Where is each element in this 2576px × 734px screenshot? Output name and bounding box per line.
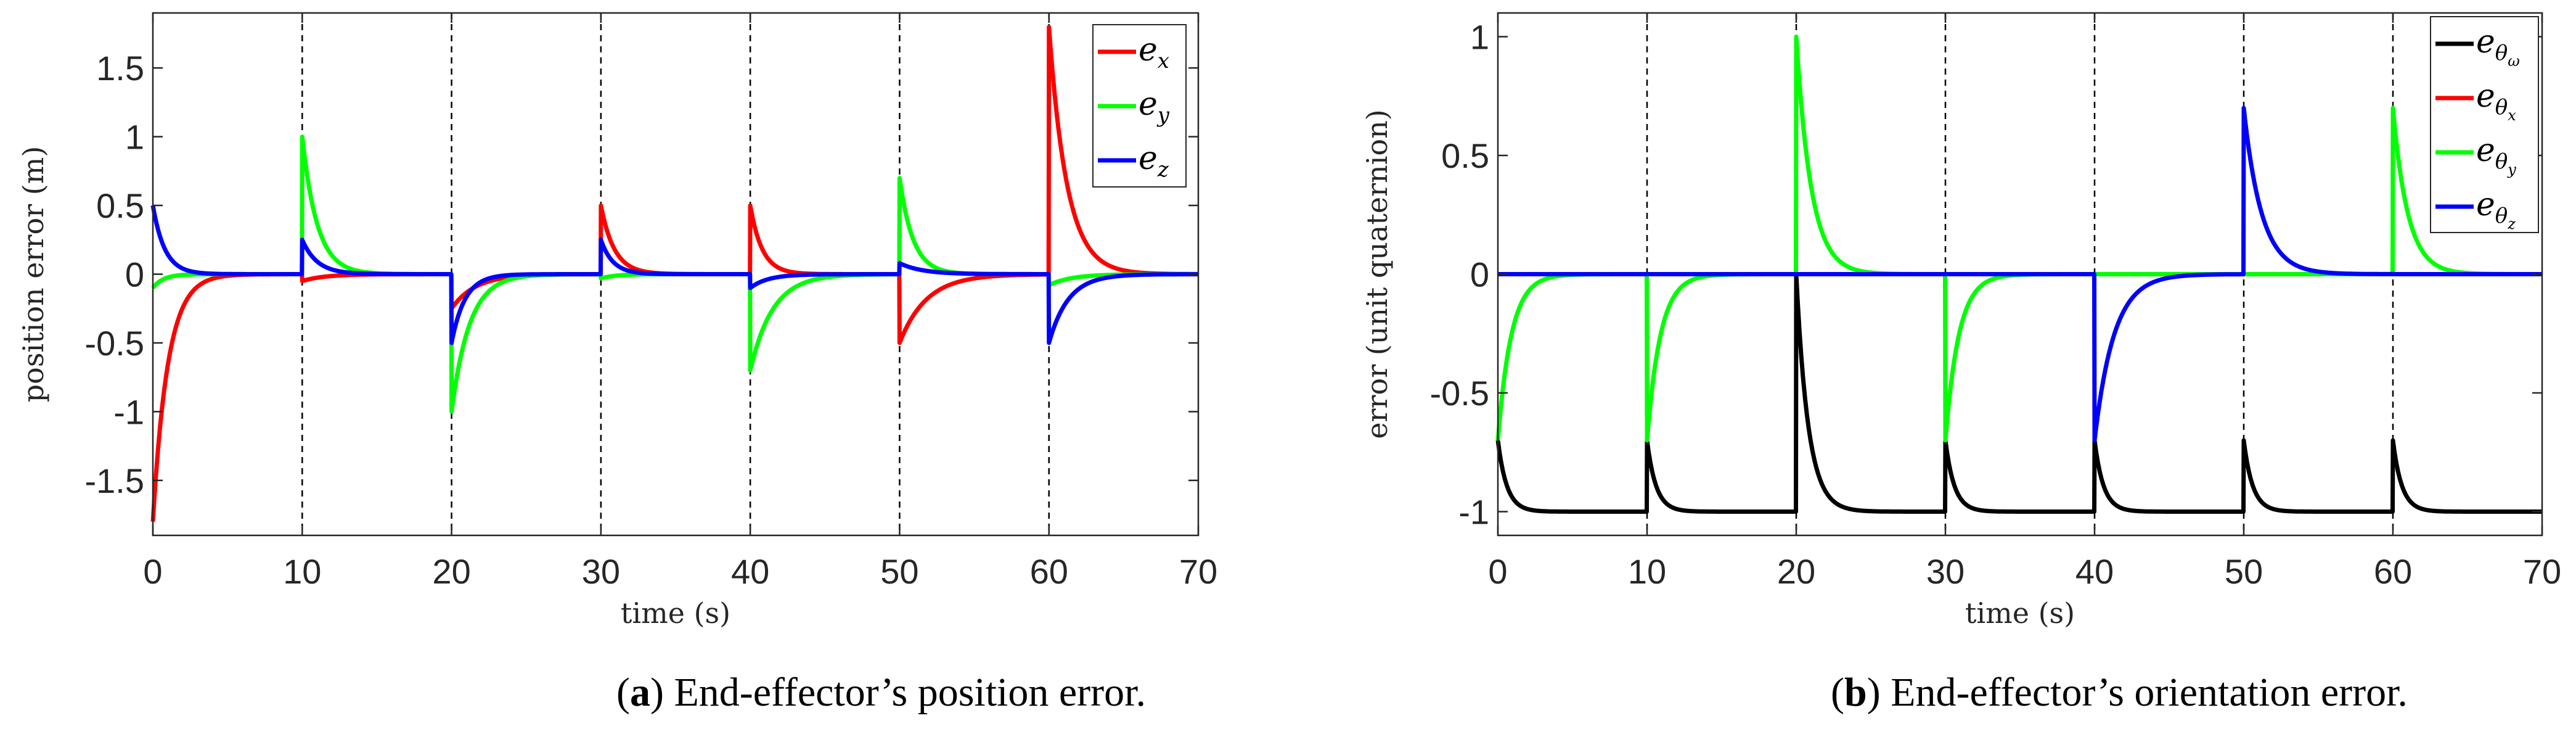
caption-a-text: End-effector’s position error. [663,670,1146,715]
legend-label-main: e [1139,31,1158,68]
caption-b-text: End-effector’s orientation error. [1880,670,2408,715]
legend-label-sub: θ [2495,204,2508,228]
y-axis-label: position error (m) [17,146,50,403]
legend-label-sub: y [1156,103,1170,128]
caption-b: (b) End-effector’s orientation error. [1831,670,2408,715]
legend-item: eθy [2435,132,2516,178]
x-tick-label: 40 [731,552,769,591]
y-tick-label: -0.5 [85,324,145,363]
legend-box [2430,16,2539,233]
legend-label: ez [1139,140,1169,182]
x-tick-label: 30 [582,552,620,591]
legend-label-sub: θ [2495,95,2508,120]
x-axis-label: time (s) [1965,596,2075,630]
legend-item: ey [1098,86,1170,128]
legend-item: ez [1098,140,1169,182]
legend-label-sub: θ [2495,149,2508,174]
legend-label-sub: z [1157,157,1169,182]
y-tick-label: 0.5 [1441,136,1489,175]
x-tick-label: 0 [1488,552,1507,591]
legend-item: eθω [2435,23,2520,70]
legend-label: eθy [2476,132,2516,178]
series-line-e-theta-w [1495,272,2544,514]
y-tick-label: 1.5 [96,49,144,88]
caption-a-letter: a [629,670,650,715]
legend-label-sub: θ [2495,41,2508,65]
y-tick-label: 0 [125,255,144,294]
series-line-e-theta-z [1496,105,2544,443]
legend-label-main: e [2476,23,2495,60]
chart-panel-b: 0 10 20 30 40 50 60 70 -1 -0.5 0 0.5 1 time (s) error … [1360,12,2561,630]
chart-panel-a: 0 10 20 30 40 50 60 70 -1.5 -1 -0.5 0 0.5 1 1.5 time (s… [17,12,1217,630]
x-tick-label: 70 [1179,552,1217,591]
x-tick-label: 60 [1030,552,1068,591]
legend-label-subsub: ω [2508,52,2520,70]
legend-label: eθx [2476,78,2516,124]
legend-item: eθx [2435,78,2516,124]
x-tick-label: 60 [2374,552,2412,591]
y-tick-label: 1 [125,118,144,157]
x-tick-label: 50 [2225,552,2263,591]
legend-label: ey [1139,86,1170,128]
legend-label-subsub: x [2508,107,2516,124]
y-tick-label: -1 [113,392,144,431]
legend-label-subsub: z [2507,215,2516,233]
series-line-e-theta-y [1495,35,2544,443]
legend-label-main: e [2476,186,2495,223]
x-tick-label: 30 [1926,552,1965,591]
y-tick-label: 0.5 [96,186,144,225]
legend-label-main: e [1139,86,1158,123]
caption-b-letter: b [1844,670,1867,715]
y-tick-label: -1.5 [85,461,145,500]
y-tick-label: -1 [1458,493,1489,532]
x-tick-label: 20 [432,552,470,591]
legend-label-sub: x [1158,49,1169,73]
legend-label-main: e [2476,78,2495,115]
x-tick-label: 20 [1777,552,1815,591]
legend-label-main: e [1139,140,1158,177]
y-tick-label: 1 [1470,18,1489,57]
x-tick-label: 40 [2075,552,2114,591]
x-axis-label: time (s) [621,596,730,630]
x-tick-label: 10 [1628,552,1666,591]
legend-label-subsub: y [2507,161,2516,178]
y-axis-label: error (unit quaternion) [1360,109,1394,439]
legend-item: ex [1098,31,1169,73]
x-tick-label: 10 [283,552,321,591]
legend-label: eθz [2476,186,2516,233]
caption-a: (a) End-effector’s position error. [616,670,1146,715]
x-tick-label: 50 [880,552,918,591]
series-line-e-z [150,205,1200,345]
legend-label-main: e [2476,132,2495,169]
y-tick-label: -0.5 [1430,374,1490,413]
legend-label: eθω [2476,23,2520,70]
legend-label: ex [1139,31,1169,73]
y-tick-label: 0 [1470,255,1489,294]
legend-item: eθz [2435,186,2516,233]
x-tick-label: 0 [143,552,162,591]
x-tick-label: 70 [2523,552,2561,591]
